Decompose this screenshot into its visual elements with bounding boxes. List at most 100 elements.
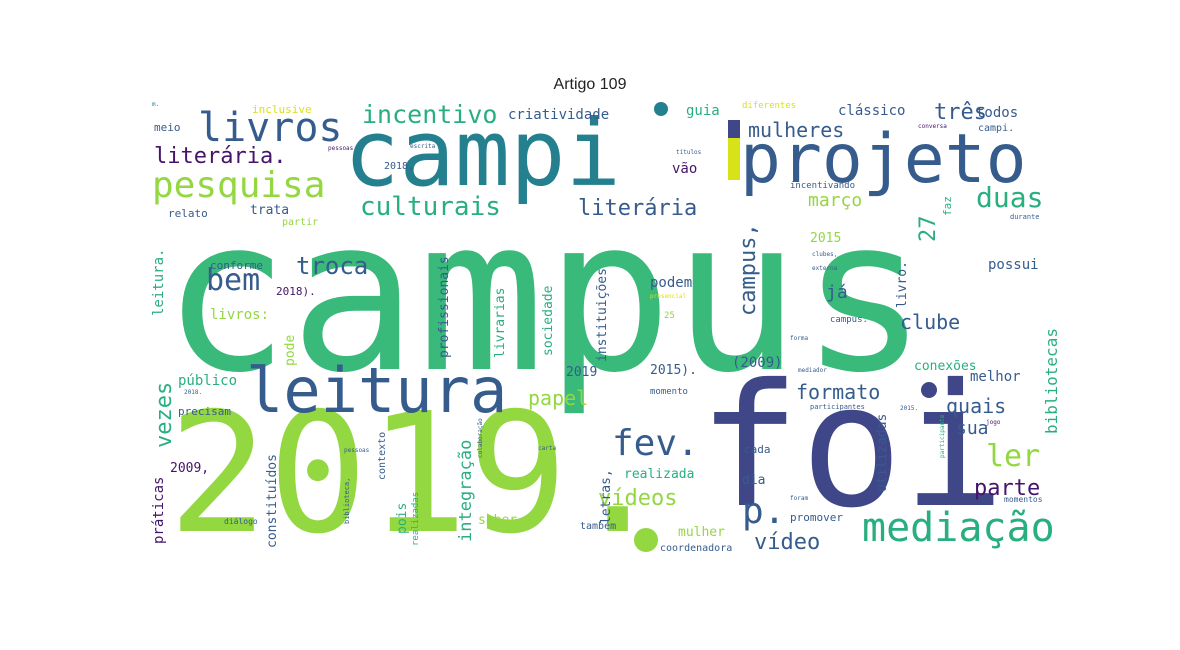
word-2018p: 2018). — [276, 285, 316, 298]
word-integracao: integração — [456, 439, 476, 542]
word-livros: livros — [198, 105, 343, 151]
word-culturais: culturais — [360, 192, 501, 222]
word-livrarias: livrarias — [493, 287, 508, 358]
word-melhor: melhor — [970, 369, 1021, 385]
word-praticas: práticas — [151, 476, 167, 544]
word-biblioteca: biblioteca, — [343, 477, 351, 524]
word-incentivo: incentivo — [362, 100, 498, 129]
word-projeto: projeto — [740, 120, 1027, 199]
word-campi: campi — [344, 100, 621, 207]
word-cloud: campus foi 2019. campi projeto leitura l… — [148, 98, 1066, 565]
word-momento: momento — [650, 387, 688, 397]
word-2015d: 2015. — [900, 405, 919, 412]
word-contexto: contexto — [377, 431, 388, 480]
word-pode: pode — [283, 334, 298, 366]
word-2015: 2015 — [810, 231, 842, 246]
word-conversa: conversa — [918, 123, 947, 130]
word-bibliotecas: bibliotecas — [1042, 328, 1061, 434]
word-guia: guia — [686, 103, 720, 119]
word-p: p. — [742, 491, 786, 532]
word-ja: já — [826, 282, 848, 303]
word-duas: duas — [976, 181, 1044, 214]
word-profissionais: profissionais — [437, 256, 452, 358]
word-livros-colon: livros: — [210, 307, 270, 323]
word-letras: letras, — [599, 469, 614, 524]
word-2009c: 2009, — [170, 461, 210, 476]
word-m: m. — [152, 101, 160, 108]
word-podem: podem — [650, 275, 693, 291]
word-clube: clube — [900, 310, 961, 334]
word-videos: vídeos — [598, 486, 678, 511]
word-fev: fev. — [612, 423, 699, 464]
word-2018d: 2018. — [184, 389, 203, 396]
word-realizada: realizada — [624, 467, 695, 482]
word-clubes: clubes, — [812, 251, 838, 258]
indigo-bar — [728, 120, 740, 138]
word-quais: quais — [946, 394, 1007, 418]
word-2018c: 2018, — [384, 161, 415, 172]
word-2019: 2019. — [168, 378, 668, 565]
word-troca: troca — [296, 252, 369, 280]
word-faz: faz — [941, 196, 954, 216]
word-participantes: participantes — [810, 403, 865, 411]
word-mulher: mulher — [678, 525, 725, 540]
word-marco: março — [808, 190, 863, 211]
word-diferentes: diferentes — [742, 101, 797, 111]
word-2019s: 2019 — [566, 365, 598, 380]
word-vao: vão — [672, 161, 698, 177]
word-partir: partir — [282, 217, 319, 228]
word-carta: carta — [538, 445, 557, 452]
word-pessoas: pessoas — [328, 145, 354, 152]
word-trata: trata — [250, 203, 290, 218]
word-utilizadas: utilizadas — [875, 413, 890, 492]
word-mediador: mediador — [798, 367, 827, 374]
word-presencial: presencial — [650, 293, 687, 300]
yellow-bar — [728, 138, 740, 180]
word-campus-dot: campus. — [830, 315, 868, 325]
word-publico: público — [178, 373, 238, 389]
green-dot — [634, 528, 658, 552]
word-dialogo: diálogo — [224, 517, 258, 526]
word-realizadas: realizadas — [411, 491, 421, 546]
word-titulos: títulos — [676, 149, 702, 156]
word-jogo: jogo — [986, 419, 1001, 426]
word-incentivando: incentivando — [790, 181, 856, 191]
word-pois: pois — [395, 502, 410, 534]
word-pessoas2: pessoas — [344, 447, 370, 454]
teal-dot — [654, 102, 668, 116]
word-externa: externa — [812, 265, 838, 272]
word-pesquisa: pesquisa — [152, 165, 326, 206]
word-criatividade: criatividade — [508, 107, 610, 123]
word-foram: foram — [790, 495, 809, 502]
word-possui: possui — [988, 257, 1039, 273]
word-mediacao: mediação — [862, 505, 1055, 551]
word-bem: bem — [206, 263, 261, 298]
word-momentos: momentos — [1004, 495, 1043, 504]
word-mulheres: mulheres — [748, 118, 845, 142]
chart-title: Artigo 109 — [553, 76, 627, 93]
word-parte: parte — [974, 476, 1041, 501]
word-relato: relato — [168, 207, 208, 220]
word-dia: dia — [742, 473, 766, 488]
word-25: 25 — [664, 311, 675, 321]
word-forma: forma — [790, 335, 809, 342]
word-leitura: leitura — [246, 354, 508, 427]
word-27: 27 — [916, 215, 941, 243]
word-inclusive: inclusive — [252, 103, 312, 116]
word-livro: livro. — [895, 261, 910, 308]
word-durante: durante — [1010, 213, 1040, 221]
word-meio: meio — [154, 121, 181, 134]
word-sociedade: sociedade — [541, 285, 556, 356]
word-participante: participante — [939, 414, 946, 458]
word-tres: três — [934, 100, 987, 125]
word-2015p: 2015). — [650, 363, 697, 378]
word-promover: promover — [790, 511, 843, 524]
word-conexoes: conexões — [914, 359, 977, 374]
word-campus-comma: campus, — [736, 223, 761, 316]
word-literaria-dot: literária. — [154, 144, 287, 169]
word-literaria: literária — [578, 196, 698, 221]
word-escrita: escrita — [410, 143, 436, 150]
word-conforme: conforme — [210, 259, 263, 272]
word-precisam: precisam — [178, 405, 231, 418]
word-ler: ler — [986, 439, 1041, 474]
